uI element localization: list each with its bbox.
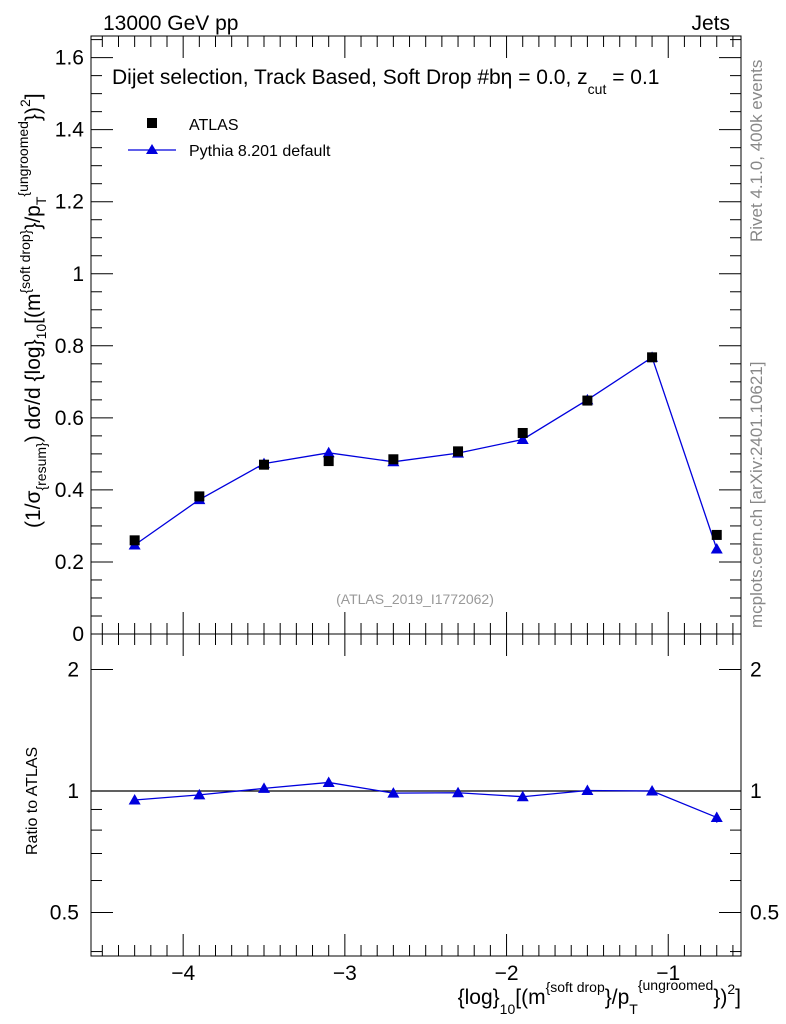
ratio-line bbox=[134, 781, 717, 819]
ratio-ylabel: Ratio to ATLAS bbox=[24, 747, 41, 855]
atlas-point bbox=[388, 454, 399, 465]
pythia-line bbox=[134, 356, 718, 550]
ratio-y-tick-label-right: 2 bbox=[750, 659, 762, 682]
main-y-tick-label: 0.6 bbox=[55, 407, 84, 430]
ratio-point bbox=[452, 786, 465, 798]
atlas-point bbox=[323, 456, 334, 467]
ratio-panel-frame bbox=[90, 633, 742, 957]
atlas-point bbox=[711, 529, 722, 540]
main-y-tick-label: 0.2 bbox=[55, 551, 84, 574]
ratio-point bbox=[387, 787, 400, 798]
x-tick-label: −3 bbox=[333, 962, 357, 985]
atlas-point bbox=[647, 352, 658, 363]
ratio-point bbox=[193, 788, 206, 800]
atlas-point bbox=[453, 446, 464, 457]
ratio-point bbox=[322, 776, 335, 787]
ratio-point bbox=[128, 793, 141, 805]
ratio-point bbox=[516, 790, 529, 802]
data-layer bbox=[128, 351, 723, 823]
atlas-point bbox=[194, 491, 205, 502]
ratio-y-tick-label-left: 1 bbox=[67, 780, 79, 803]
rivet-label: Rivet 4.1.0, 400k events bbox=[747, 60, 766, 242]
ratio-point bbox=[581, 784, 594, 795]
header-left: 13000 GeV pp bbox=[103, 12, 238, 35]
ratio-y-tick-label-right: 0.5 bbox=[750, 901, 779, 924]
description-sub: cut bbox=[588, 81, 607, 97]
x-tick-label: −4 bbox=[171, 962, 195, 985]
axes-layer: −4 −3 −2 −1 0 0.2 0.4 0.6 0.8 1 1.2 1.4 1.6 0.5 0.5 1 1 2… bbox=[50, 36, 779, 985]
atlas-point bbox=[517, 427, 528, 438]
pythia-point bbox=[322, 446, 335, 458]
ratio-y-tick-label-right: 1 bbox=[750, 780, 762, 803]
pythia-point bbox=[516, 433, 529, 444]
atlas-point bbox=[582, 395, 593, 406]
x-tick-label: −2 bbox=[495, 962, 519, 985]
atlas-point bbox=[129, 535, 140, 546]
plot-description: Dijet selection, Track Based, Soft Drop … bbox=[112, 66, 660, 97]
main-y-tick-label: 0.4 bbox=[55, 479, 85, 502]
ratio-y-tick-label-left: 2 bbox=[67, 659, 79, 682]
ref-label: (ATLAS_2019_I1772062) bbox=[336, 591, 494, 607]
xlabel: {log}10[(m{soft drop}/pT{ungroomed})2] bbox=[458, 977, 741, 1017]
main-y-tick-label: 1.4 bbox=[55, 119, 85, 142]
header-right: Jets bbox=[691, 12, 730, 35]
legend: ATLAS Pythia 8.201 default bbox=[128, 117, 331, 160]
main-ylabel: (1/σ{resum}) dσ/d {log}10[(m{soft drop}}… bbox=[15, 93, 49, 528]
main-y-tick-label: 1 bbox=[72, 263, 84, 286]
atlas-point bbox=[259, 459, 270, 470]
ratio-point bbox=[646, 785, 659, 796]
main-y-tick-label: 0.8 bbox=[55, 335, 84, 358]
mcplots-label: mcplots.cern.ch [arXiv:2401.10621] bbox=[747, 362, 766, 628]
ratio-y-tick-label-left: 0.5 bbox=[50, 901, 79, 924]
pythia-point bbox=[710, 542, 723, 554]
legend-pythia-marker bbox=[146, 144, 158, 154]
ratio-point bbox=[258, 782, 271, 793]
main-y-tick-label: 1.6 bbox=[55, 47, 84, 70]
main-y-tick-label: 0 bbox=[72, 623, 84, 646]
legend-pythia-label: Pythia 8.201 default bbox=[189, 143, 331, 160]
legend-atlas-label: ATLAS bbox=[189, 117, 239, 134]
x-tick-label: −1 bbox=[656, 962, 680, 985]
description-main: Dijet selection, Track Based, Soft Drop … bbox=[112, 66, 588, 89]
description-tail: = 0.1 bbox=[606, 66, 659, 89]
legend-atlas-marker bbox=[147, 118, 157, 128]
main-y-tick-label: 1.2 bbox=[55, 191, 84, 214]
ratio-point bbox=[710, 811, 723, 822]
